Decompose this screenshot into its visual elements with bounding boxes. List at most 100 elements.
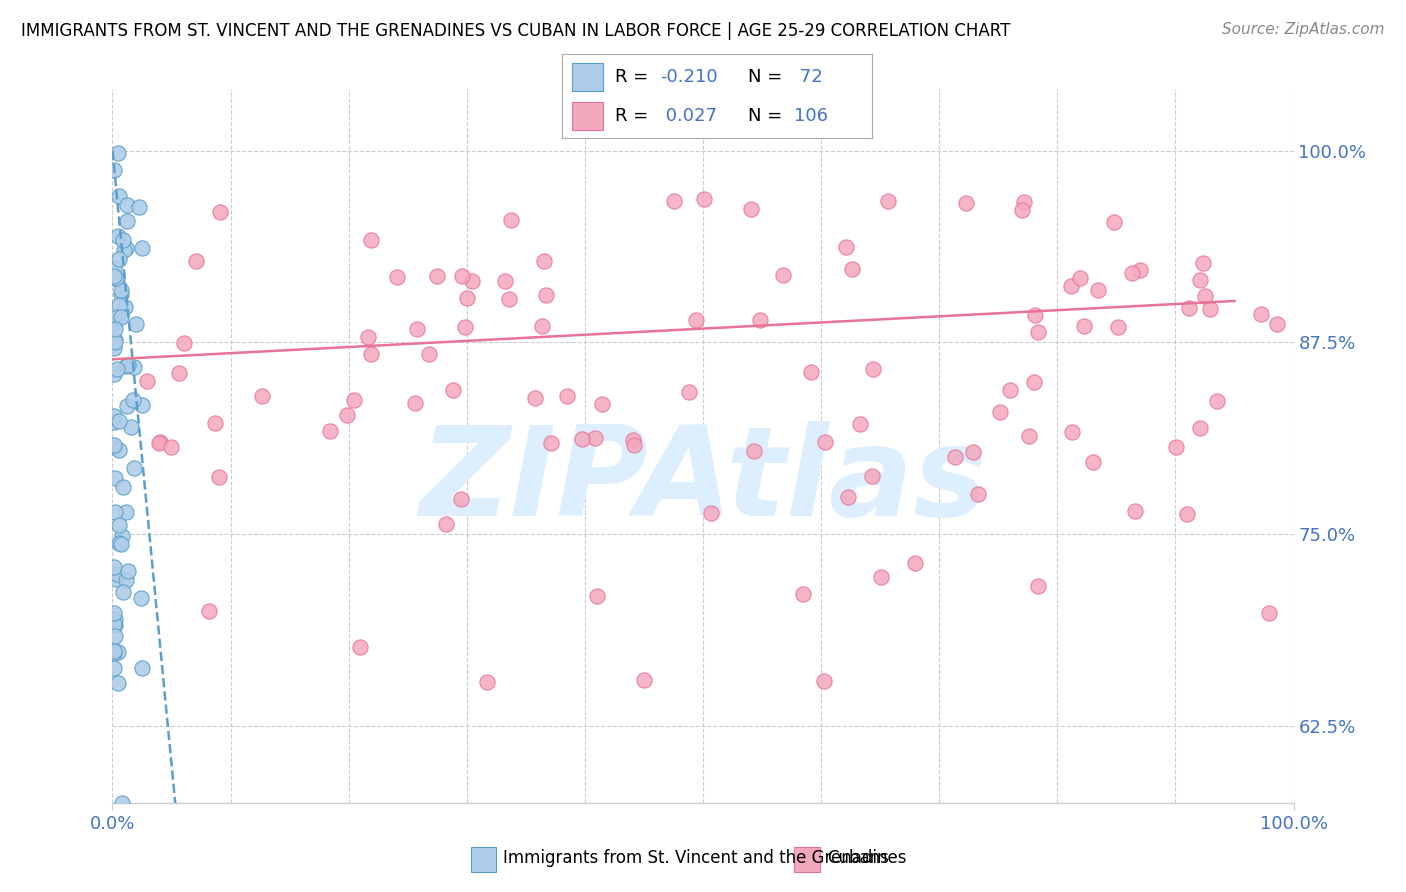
Point xyxy=(111,233,134,247)
Point xyxy=(385,269,408,284)
Point xyxy=(405,322,427,336)
Point xyxy=(107,644,129,658)
Point xyxy=(1250,307,1272,321)
Point xyxy=(1107,319,1129,334)
Text: Cubans: Cubans xyxy=(827,849,889,867)
Point xyxy=(1022,375,1045,389)
Point xyxy=(1060,278,1083,293)
Point xyxy=(792,587,814,601)
Point xyxy=(135,375,157,389)
Point xyxy=(1206,393,1229,408)
Point xyxy=(104,334,127,348)
Point xyxy=(107,228,129,243)
Point xyxy=(813,435,835,450)
Point xyxy=(114,300,136,314)
Point xyxy=(1073,318,1095,333)
Text: Source: ZipAtlas.com: Source: ZipAtlas.com xyxy=(1222,22,1385,37)
Point xyxy=(117,358,139,372)
Point xyxy=(426,269,449,284)
Point xyxy=(108,536,131,550)
Point xyxy=(450,491,472,506)
Point xyxy=(662,194,685,209)
Point xyxy=(461,274,484,288)
Point xyxy=(103,268,125,283)
Text: R =: R = xyxy=(614,68,654,86)
Point xyxy=(105,271,128,285)
Point xyxy=(475,675,498,690)
Point xyxy=(1121,266,1143,280)
Point xyxy=(103,617,125,632)
Point xyxy=(103,505,125,519)
Point xyxy=(1069,271,1091,285)
Point xyxy=(115,574,138,588)
Point xyxy=(404,396,426,410)
Point xyxy=(962,445,984,459)
Point xyxy=(115,241,138,255)
Point xyxy=(1194,289,1216,303)
Point xyxy=(104,618,127,632)
Point xyxy=(813,673,835,688)
Text: R =: R = xyxy=(614,107,654,125)
Point xyxy=(110,283,132,297)
Point xyxy=(103,409,125,423)
Point xyxy=(103,438,125,452)
Point xyxy=(103,368,125,382)
Point xyxy=(149,434,172,449)
Point xyxy=(862,361,884,376)
Point xyxy=(837,490,859,504)
Point xyxy=(998,383,1021,397)
Point xyxy=(571,432,593,446)
Point xyxy=(531,319,554,334)
Point xyxy=(103,560,125,574)
Point xyxy=(103,415,125,429)
Point xyxy=(103,260,125,275)
Text: ZIPAtlas: ZIPAtlas xyxy=(419,421,987,542)
Point xyxy=(111,796,134,810)
Point xyxy=(494,274,516,288)
Point xyxy=(870,569,893,583)
Text: N =: N = xyxy=(748,68,787,86)
Point xyxy=(585,431,607,445)
Point xyxy=(524,392,547,406)
Point xyxy=(749,312,772,326)
Text: 0.027: 0.027 xyxy=(659,107,717,125)
Point xyxy=(534,288,557,302)
Point xyxy=(454,320,477,334)
Point xyxy=(1188,273,1211,287)
Point xyxy=(124,460,146,475)
Point xyxy=(108,189,131,203)
Point xyxy=(103,341,125,355)
Point xyxy=(115,213,138,227)
Point xyxy=(349,640,371,654)
Point xyxy=(1011,202,1033,217)
Point xyxy=(591,397,613,411)
Point xyxy=(128,200,150,214)
Point xyxy=(1123,504,1146,518)
Point xyxy=(103,644,125,658)
Point xyxy=(1258,606,1281,620)
Point xyxy=(1198,301,1220,316)
Point xyxy=(160,440,183,454)
Text: -0.210: -0.210 xyxy=(659,68,717,86)
Point xyxy=(111,528,134,542)
Point xyxy=(860,468,883,483)
Point xyxy=(117,564,139,578)
Point xyxy=(1081,455,1104,469)
Text: 106: 106 xyxy=(794,107,828,125)
Point xyxy=(110,286,132,301)
Point xyxy=(103,317,125,331)
Point xyxy=(111,480,134,494)
Point xyxy=(122,392,145,407)
Point xyxy=(107,298,129,312)
Point xyxy=(1060,425,1083,440)
Point xyxy=(117,198,139,212)
Point xyxy=(103,646,125,660)
Point xyxy=(1024,308,1046,322)
Point xyxy=(678,384,700,399)
Point xyxy=(988,404,1011,418)
Point xyxy=(742,443,765,458)
Point xyxy=(131,398,153,412)
Point xyxy=(685,313,707,327)
Point xyxy=(772,268,794,282)
Point xyxy=(104,322,127,336)
